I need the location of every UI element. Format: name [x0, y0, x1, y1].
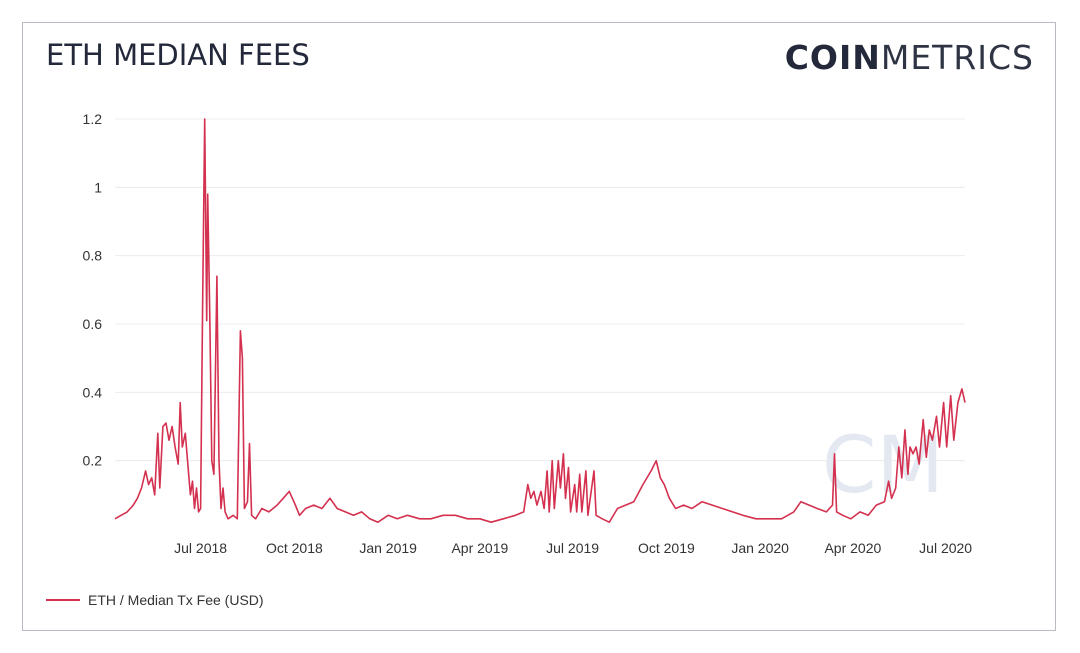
x-tick-label: Apr 2019: [451, 540, 508, 556]
y-tick-label: 0.2: [83, 453, 103, 469]
y-tick-label: 0.6: [83, 316, 103, 332]
chart-frame: [22, 22, 1056, 631]
legend-item[interactable]: ETH / Median Tx Fee (USD): [46, 592, 264, 608]
y-tick-label: 0.4: [83, 384, 103, 400]
watermark: CM: [822, 421, 944, 511]
x-tick-label: Jul 2019: [546, 540, 599, 556]
x-tick-label: Jul 2018: [174, 540, 227, 556]
x-tick-label: Jan 2020: [731, 540, 789, 556]
x-tick-label: Jan 2019: [359, 540, 417, 556]
y-tick-label: 1: [94, 179, 102, 195]
legend-label: ETH / Median Tx Fee (USD): [88, 592, 264, 608]
x-tick-label: Oct 2019: [638, 540, 695, 556]
x-tick-label: Oct 2018: [266, 540, 323, 556]
chart-title: ETH MEDIAN FEES: [46, 38, 310, 72]
coinmetrics-logo: COINMETRICS: [784, 38, 1034, 77]
y-tick-label: 1.2: [83, 111, 103, 127]
x-tick-label: Jul 2020: [919, 540, 972, 556]
y-tick-label: 0.8: [83, 248, 103, 264]
x-tick-label: Apr 2020: [824, 540, 881, 556]
legend-swatch: [46, 599, 80, 601]
series-line-eth-median-tx-fee: [114, 118, 966, 523]
